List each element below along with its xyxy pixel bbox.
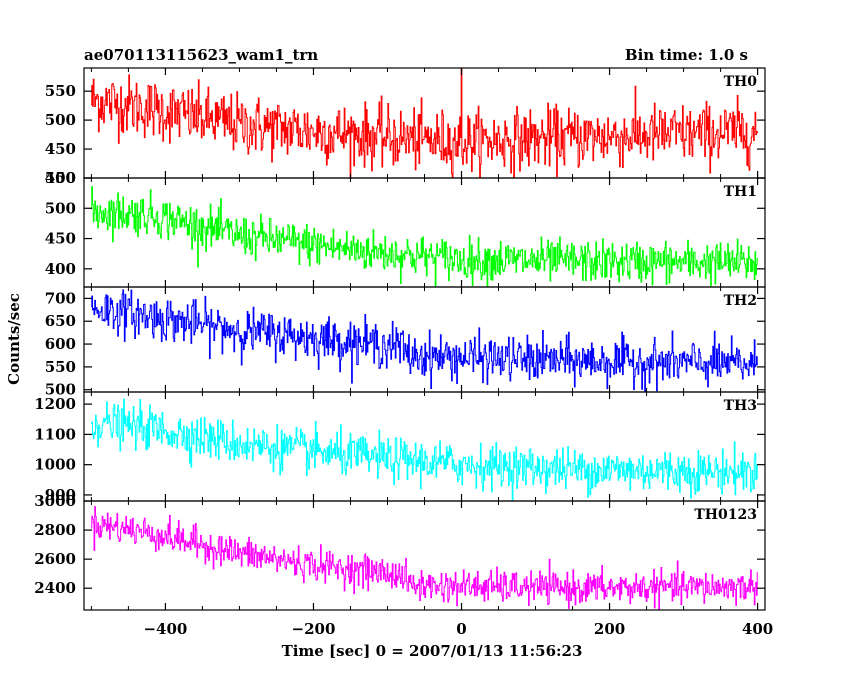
y-tick-label: 550 — [45, 358, 76, 376]
x-tick-label: 0 — [456, 620, 466, 638]
y-tick-label: 450 — [45, 140, 76, 158]
chart-title-left: ae070113115623_wam1_trn — [84, 46, 318, 64]
panel-name-label: TH1 — [724, 184, 757, 200]
panel-th2: 500 550 600 650 700 TH2 — [45, 286, 766, 399]
x-axis-label: Time [sec] 0 = 2007/01/13 11:56:23 — [282, 642, 583, 660]
y-tick-label: 900 — [45, 486, 76, 504]
panel-th3: 900 1000 1100 1200 TH3 — [34, 391, 766, 504]
x-tick-label: −200 — [292, 620, 336, 638]
y-tick-label: 1200 — [34, 395, 76, 413]
x-tick-label: 200 — [594, 620, 625, 638]
panel-name-label: TH0123 — [694, 507, 757, 523]
panel-frame — [83, 177, 766, 288]
chart-title-right: Bin time: 1.0 s — [625, 46, 748, 64]
y-tick-label: 700 — [45, 289, 76, 307]
panels-layer: 400 450 500 550 TH0 400 450 500 550 TH1 500 550 600 6… — [34, 67, 773, 638]
y-tick-label: 2800 — [34, 521, 76, 539]
y-tick-label: 400 — [45, 169, 76, 187]
panel-th0: 400 450 500 550 TH0 — [45, 67, 766, 187]
series-line-th0 — [91, 68, 758, 178]
series-line-th2 — [91, 289, 758, 392]
y-axis-label: Counts/sec — [5, 293, 23, 385]
y-tick-label: 3000 — [34, 492, 76, 510]
y-tick-label: 2400 — [34, 579, 76, 597]
y-tick-label: 450 — [45, 230, 76, 248]
series-line-th3 — [91, 398, 758, 501]
series-line-th0123 — [91, 506, 758, 610]
y-tick-label: 500 — [45, 111, 76, 129]
y-tick-label: 400 — [45, 260, 76, 278]
y-tick-label: 550 — [45, 82, 76, 100]
panel-name-label: TH3 — [724, 398, 757, 414]
y-tick-label: 650 — [45, 312, 76, 330]
series-line-th1 — [91, 186, 758, 287]
y-tick-label: 600 — [45, 335, 76, 353]
y-tick-label: 1000 — [34, 456, 76, 474]
y-tick-label: 500 — [45, 381, 76, 399]
y-tick-label: 1100 — [34, 425, 76, 443]
y-tick-label: 2600 — [34, 550, 76, 568]
panel-th0123: 2400 2600 2800 3000 TH0123 — [34, 492, 766, 611]
x-tick-label: 400 — [742, 620, 773, 638]
x-tick-label: −400 — [143, 620, 187, 638]
panel-name-label: TH0 — [724, 74, 758, 90]
y-tick-label: 550 — [45, 169, 76, 187]
y-tick-label: 500 — [45, 199, 76, 217]
panel-name-label: TH2 — [724, 293, 757, 309]
panel-th1: 400 450 500 550 TH1 — [45, 169, 766, 288]
